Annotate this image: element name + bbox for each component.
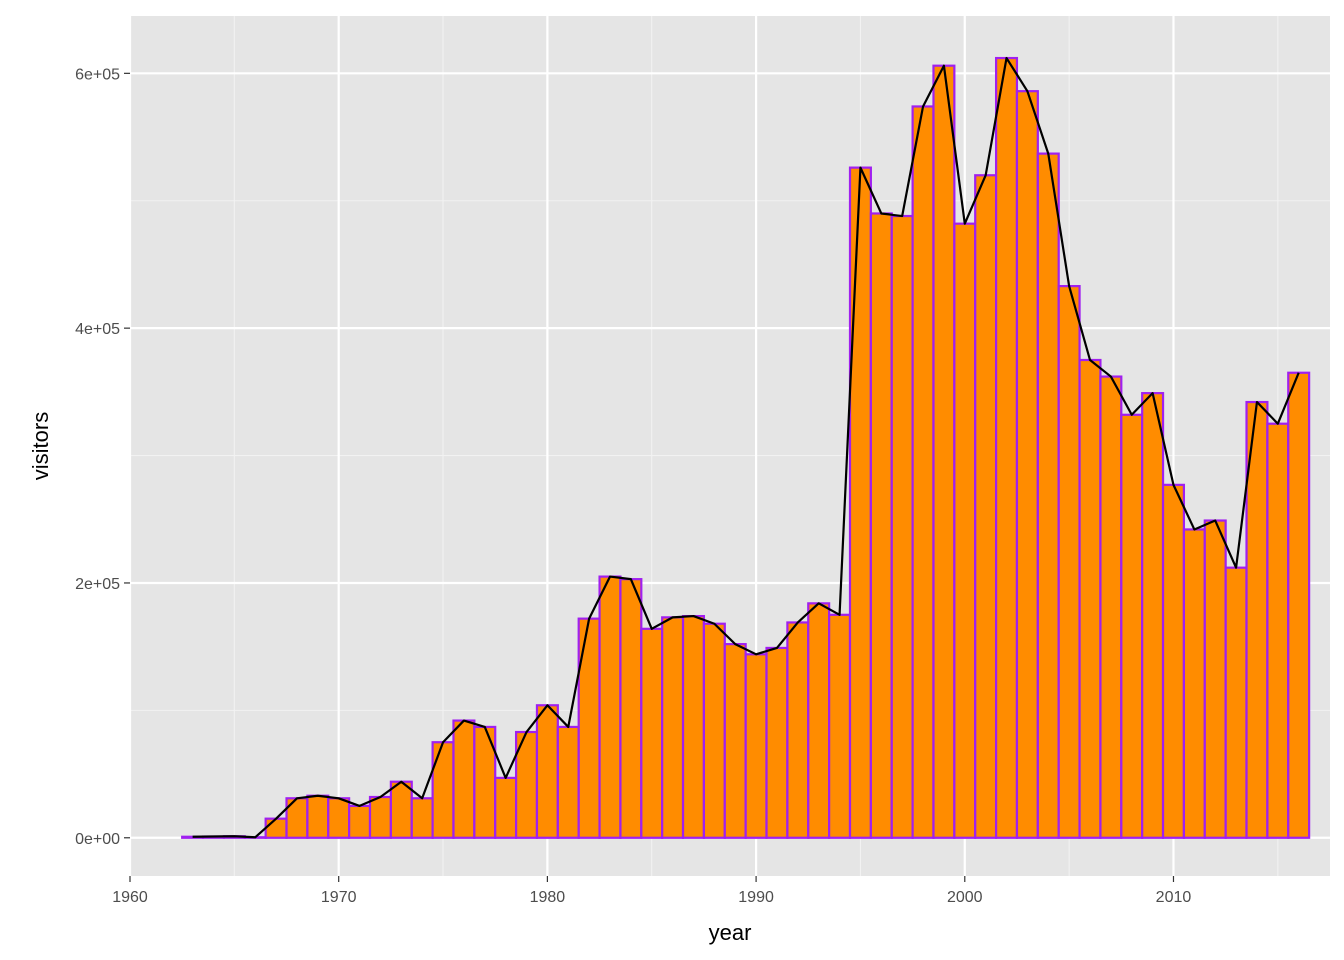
bar-1985 bbox=[640, 627, 664, 839]
bar-2010 bbox=[1161, 483, 1186, 839]
bar-1987 bbox=[681, 614, 706, 839]
y-tick-label: 4e+05 bbox=[75, 321, 120, 338]
bar-1991 bbox=[765, 646, 789, 839]
bar-1992 bbox=[786, 621, 810, 839]
bar-1996 bbox=[869, 212, 893, 839]
bar-1967 bbox=[264, 817, 288, 839]
x-tick-label: 1990 bbox=[738, 889, 774, 906]
bar-1969 bbox=[306, 794, 330, 839]
x-tick-label: 2000 bbox=[947, 889, 983, 906]
bar-1998 bbox=[911, 105, 935, 839]
y-axis-title: visitors bbox=[28, 412, 53, 480]
x-axis-title: year bbox=[709, 920, 752, 945]
y-tick-label: 0e+00 bbox=[75, 831, 120, 848]
bar-1997 bbox=[890, 214, 914, 839]
x-tick-label: 1960 bbox=[112, 889, 148, 906]
x-tick-label: 1980 bbox=[530, 889, 566, 906]
bar-2009 bbox=[1141, 392, 1165, 839]
bar-2003 bbox=[1015, 90, 1039, 839]
bar-1970 bbox=[327, 797, 351, 839]
bar-2008 bbox=[1120, 413, 1144, 839]
x-tick-label: 1970 bbox=[321, 889, 357, 906]
bar-2016 bbox=[1287, 371, 1311, 839]
bar-2006 bbox=[1078, 358, 1102, 839]
visitors-line bbox=[192, 56, 1300, 839]
bar-1988 bbox=[702, 622, 726, 839]
bars bbox=[181, 56, 1311, 839]
bar-2012 bbox=[1203, 519, 1227, 839]
bar-2005 bbox=[1057, 285, 1081, 839]
bar-1995 bbox=[848, 166, 872, 839]
bar-2000 bbox=[953, 222, 977, 839]
bar-1981 bbox=[556, 725, 580, 839]
bar-1999 bbox=[932, 64, 956, 839]
bar-2004 bbox=[1036, 152, 1060, 839]
bar-1990 bbox=[744, 653, 768, 839]
y-axis: 0e+00 2e+05 4e+05 6e+05 bbox=[75, 66, 130, 848]
bar-1978 bbox=[494, 776, 518, 839]
y-tick-label: 2e+05 bbox=[75, 576, 120, 593]
bar-2011 bbox=[1182, 528, 1206, 839]
y-tick-label: 6e+05 bbox=[75, 66, 120, 83]
x-tick-label: 2010 bbox=[1156, 889, 1192, 906]
bar-1984 bbox=[619, 578, 643, 839]
bar-1994 bbox=[828, 613, 852, 839]
bar-2007 bbox=[1099, 375, 1123, 839]
bar-1980 bbox=[535, 704, 559, 839]
bar-1989 bbox=[723, 643, 747, 839]
bar-1993 bbox=[807, 602, 831, 839]
bar-1976 bbox=[452, 719, 476, 839]
bar-1972 bbox=[368, 795, 392, 839]
bar-1973 bbox=[389, 780, 413, 839]
bar-2001 bbox=[974, 174, 998, 839]
bar-1971 bbox=[348, 804, 372, 839]
bar-1975 bbox=[431, 741, 455, 839]
bar-2015 bbox=[1266, 422, 1290, 839]
bar-1986 bbox=[661, 616, 685, 839]
bar-1983 bbox=[598, 575, 622, 839]
x-axis: 1960 1970 1980 1990 2000 2010 bbox=[112, 876, 1191, 906]
bar-2013 bbox=[1224, 566, 1248, 839]
bar-1974 bbox=[410, 797, 434, 839]
bar-2002 bbox=[994, 56, 1019, 839]
